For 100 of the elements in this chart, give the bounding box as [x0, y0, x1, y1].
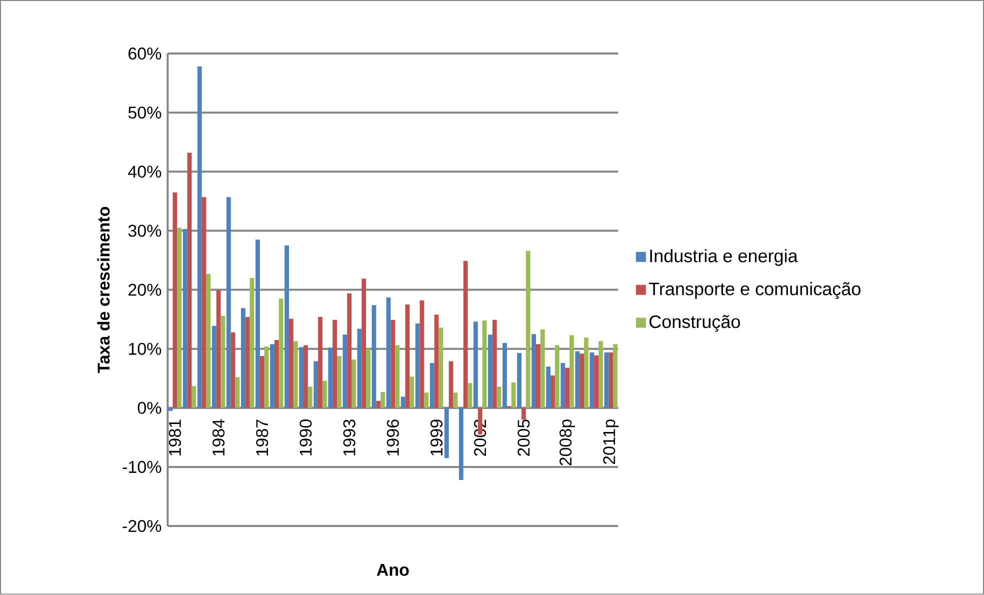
bar [554, 346, 560, 408]
bar [386, 298, 391, 408]
bar [304, 346, 308, 408]
bar [328, 348, 333, 408]
bar [390, 320, 396, 408]
y-tick-label: 60% [128, 48, 162, 60]
x-tick-label: 1987 [256, 420, 268, 456]
bar [400, 396, 406, 408]
bar [584, 338, 588, 408]
bar [453, 392, 458, 408]
bar [256, 240, 260, 408]
legend-label: Transporte e comunicação [648, 282, 860, 300]
y-tick-label: -20% [122, 520, 162, 532]
bar [536, 344, 540, 408]
bar [332, 320, 337, 408]
bar [308, 386, 312, 408]
x-tick-label: 2005 [518, 420, 530, 456]
bar [376, 401, 381, 408]
bar [172, 192, 178, 408]
y-axis-title: Taxa de crescimento [97, 207, 110, 374]
bar [546, 366, 551, 408]
bar [496, 386, 502, 408]
bar [438, 328, 444, 408]
bar [608, 352, 614, 408]
x-tick-label: 1996 [386, 420, 399, 456]
bar [420, 300, 424, 408]
bar [322, 380, 327, 408]
bar [590, 352, 594, 408]
bar [293, 341, 298, 408]
bar [342, 334, 348, 408]
bar [444, 408, 449, 458]
bar [434, 314, 439, 408]
bar [299, 347, 304, 408]
bar [521, 408, 526, 420]
bar [463, 261, 468, 408]
bar [473, 322, 478, 408]
bar [274, 340, 279, 408]
bar [430, 363, 434, 408]
bar [598, 341, 603, 408]
bar [565, 368, 570, 408]
bar [197, 66, 202, 408]
bar [580, 354, 584, 408]
bar [260, 356, 264, 408]
bar [532, 334, 536, 408]
bar [569, 335, 574, 408]
bar [336, 356, 342, 408]
bar [424, 392, 429, 408]
bar [458, 408, 464, 480]
bar [415, 324, 420, 408]
bar [216, 290, 221, 408]
x-tick-label: 2011p [603, 420, 619, 464]
bar [288, 318, 294, 408]
bar [220, 316, 226, 408]
x-tick-label: 2008p [560, 420, 575, 466]
bar [270, 344, 274, 408]
x-tick-label: 1981 [168, 420, 181, 456]
bar [245, 317, 250, 408]
y-tick-label: 20% [128, 284, 162, 296]
bar [206, 274, 211, 408]
bar [357, 328, 362, 408]
bar [380, 392, 385, 408]
bar [550, 376, 555, 408]
bar [168, 408, 173, 412]
bar [604, 352, 609, 408]
x-tick-label: 1984 [212, 420, 225, 456]
x-axis-title: Ano [376, 564, 409, 576]
bar [264, 346, 269, 408]
bar [352, 360, 356, 408]
bar [314, 361, 318, 408]
bar [226, 197, 231, 408]
bar [560, 363, 566, 408]
bar [284, 246, 289, 408]
bar [347, 294, 352, 408]
bar [372, 305, 376, 408]
bar [410, 376, 414, 408]
bar [395, 346, 400, 408]
x-tick-label: 1999 [430, 420, 443, 456]
x-tick-label: 1990 [300, 420, 312, 456]
bar [540, 330, 545, 408]
bar [177, 228, 182, 408]
y-tick-label: 10% [128, 343, 162, 356]
y-tick-label: -10% [122, 461, 162, 474]
bar [526, 251, 530, 408]
bar [212, 326, 216, 408]
bar [492, 320, 497, 408]
bar [517, 353, 522, 408]
bar [230, 332, 236, 408]
bar [468, 383, 472, 408]
bar [482, 320, 487, 408]
bar [613, 344, 618, 408]
bar [250, 278, 254, 408]
bar [182, 229, 188, 408]
bar [202, 197, 206, 408]
bar [362, 278, 366, 408]
bar [575, 351, 580, 408]
bar [448, 361, 454, 408]
bar [502, 343, 507, 408]
bar [278, 298, 284, 408]
bar [405, 304, 410, 408]
bar [594, 356, 599, 408]
